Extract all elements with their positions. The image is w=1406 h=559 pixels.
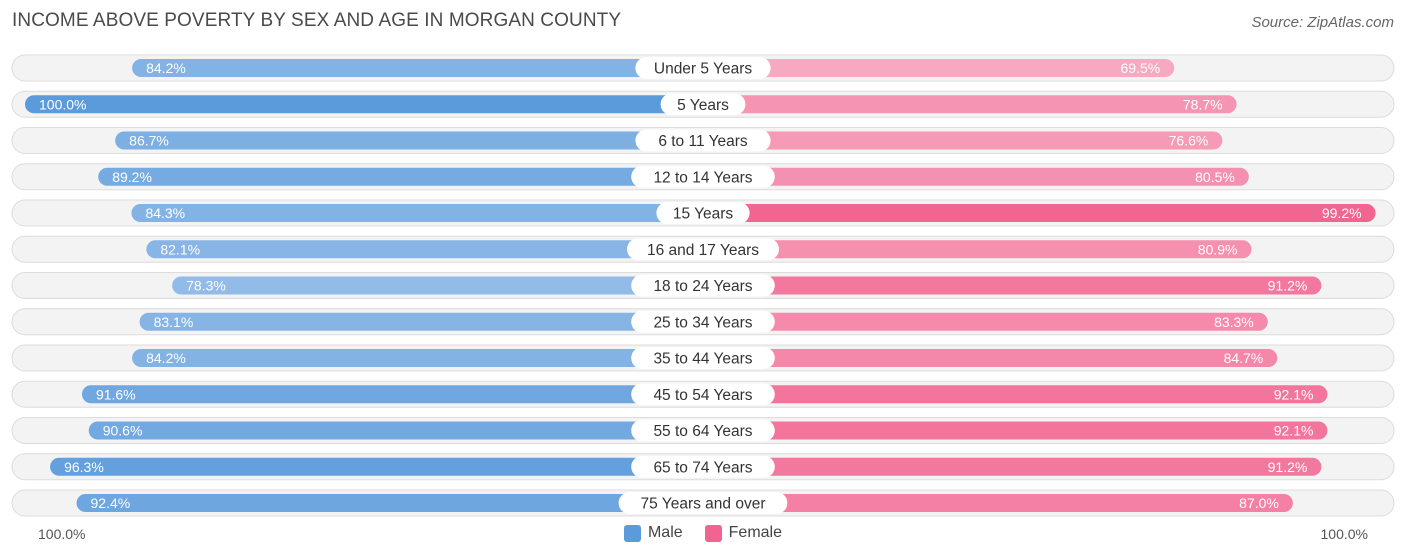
category-pill xyxy=(656,202,750,224)
male-value-label: 89.2% xyxy=(112,169,152,185)
category-label: 75 Years and over xyxy=(641,496,766,513)
male-bar xyxy=(81,385,703,404)
male-value-label: 84.2% xyxy=(146,350,186,366)
category-label: Under 5 Years xyxy=(654,61,752,78)
category-pill xyxy=(660,93,746,116)
male-value-label: 78.3% xyxy=(186,278,226,294)
male-bar xyxy=(50,457,703,476)
female-value-label: 84.7% xyxy=(1224,350,1264,366)
female-value-label: 87.0% xyxy=(1239,495,1279,511)
category-label: 25 to 34 Years xyxy=(653,314,752,331)
female-value-label: 92.1% xyxy=(1274,423,1314,439)
category-pill xyxy=(631,419,775,442)
female-bar xyxy=(703,167,1249,186)
male-value-label: 96.3% xyxy=(64,459,104,475)
female-bar xyxy=(703,349,1278,367)
female-value-label: 76.6% xyxy=(1169,133,1209,149)
category-pill xyxy=(618,492,788,514)
female-bar xyxy=(703,131,1223,150)
female-bar xyxy=(703,312,1268,331)
female-value-label: 78.7% xyxy=(1183,96,1223,112)
legend-item-male: Male xyxy=(623,524,683,542)
category-label: 12 to 14 Years xyxy=(653,169,752,186)
female-bar xyxy=(703,59,1175,77)
axis-left-label: 100.0% xyxy=(38,526,86,542)
category-pill xyxy=(631,165,775,188)
female-value-label: 91.2% xyxy=(1268,278,1308,294)
category-label: 16 and 17 Years xyxy=(647,242,759,259)
male-value-label: 90.6% xyxy=(103,423,143,439)
female-bar xyxy=(703,95,1237,114)
female-value-label: 69.5% xyxy=(1121,60,1161,76)
category-label: 15 Years xyxy=(673,206,734,223)
legend-item-female: Female xyxy=(704,524,783,542)
axis-right-label: 100.0% xyxy=(1320,526,1368,542)
male-value-label: 92.4% xyxy=(91,495,131,511)
male-value-label: 82.1% xyxy=(160,241,200,257)
female-bar xyxy=(703,494,1293,512)
male-bar xyxy=(146,240,703,259)
legend-male-label: Male xyxy=(647,524,683,541)
male-value-label: 91.6% xyxy=(96,386,136,402)
female-bar xyxy=(703,240,1252,259)
category-label: 65 to 74 Years xyxy=(653,459,752,476)
female-swatch xyxy=(704,524,722,542)
source-label: Source: ZipAtlas.com xyxy=(1251,14,1394,31)
male-bar xyxy=(25,95,703,114)
female-value-label: 83.3% xyxy=(1214,314,1254,330)
category-label: 35 to 44 Years xyxy=(653,351,752,368)
chart: 84.2% 69.5% Under 5 Years 100.0% 78.7% 5 Year… xyxy=(11,54,1395,517)
category-label: 6 to 11 Years xyxy=(658,133,748,150)
female-bar xyxy=(703,276,1322,295)
male-bar xyxy=(139,312,703,331)
female-value-label: 92.1% xyxy=(1274,386,1314,402)
male-value-label: 100.0% xyxy=(39,96,86,112)
category-pill xyxy=(631,347,775,369)
category-pill xyxy=(635,57,771,79)
category-label: 5 Years xyxy=(677,97,729,114)
male-bar xyxy=(131,204,704,222)
category-pill xyxy=(631,274,775,297)
male-value-label: 86.7% xyxy=(129,133,169,149)
female-value-label: 80.9% xyxy=(1198,241,1238,257)
category-pill xyxy=(635,129,771,152)
female-bar xyxy=(703,457,1322,476)
category-pill xyxy=(627,238,779,261)
chart-title: INCOME ABOVE POVERTY BY SEX AND AGE IN M… xyxy=(12,10,622,31)
male-bar xyxy=(88,421,704,440)
male-bar xyxy=(172,276,704,295)
category-label: 55 to 64 Years xyxy=(653,423,752,440)
male-bar xyxy=(132,349,703,367)
category-pill xyxy=(631,310,775,333)
female-value-label: 80.5% xyxy=(1195,169,1235,185)
male-value-label: 84.3% xyxy=(145,205,185,221)
category-pill xyxy=(631,455,775,478)
category-label: 45 to 54 Years xyxy=(653,387,752,404)
female-bar xyxy=(703,204,1376,222)
female-bar xyxy=(703,421,1328,440)
female-value-label: 91.2% xyxy=(1268,459,1308,475)
male-value-label: 84.2% xyxy=(146,60,186,76)
male-value-label: 83.1% xyxy=(154,314,194,330)
category-label: 18 to 24 Years xyxy=(653,278,752,295)
legend-female-label: Female xyxy=(728,524,783,541)
male-bar xyxy=(115,131,703,150)
category-pill xyxy=(631,383,775,406)
male-bar xyxy=(76,494,703,512)
female-value-label: 99.2% xyxy=(1322,205,1362,221)
female-bar xyxy=(703,385,1328,404)
male-bar xyxy=(132,59,703,77)
male-swatch xyxy=(623,524,641,542)
legend: Male Female xyxy=(0,524,1406,542)
male-bar xyxy=(98,167,703,186)
